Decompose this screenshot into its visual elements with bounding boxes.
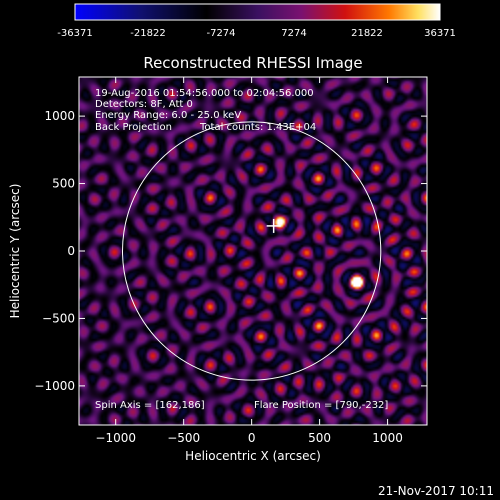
y-tick-label: 0 xyxy=(67,244,75,258)
colorbar-gradient xyxy=(74,3,441,21)
y-axis-label: Heliocentric Y (arcsec) xyxy=(8,184,22,319)
colorbar-tick-label: -21822 xyxy=(130,28,165,39)
detectors-label: Detectors: 8F, Att 0 xyxy=(95,99,193,110)
x-tick-label: 500 xyxy=(308,431,331,445)
chart-title: Reconstructed RHESSI Image xyxy=(143,54,362,72)
heatmap-image xyxy=(79,77,427,425)
footer-date: 21-Nov-2017 10:11 xyxy=(378,484,494,498)
colorbar: -36371 -21822 -7274 7274 21822 36371 xyxy=(57,3,456,39)
colorbar-tick-label: 36371 xyxy=(424,28,456,39)
solar-limb-circle xyxy=(122,121,382,381)
colorbar-tick-label: -36371 xyxy=(57,28,92,39)
plot-area: −1000 −500 0 500 1000 −1000 −500 0 500 1000 xyxy=(34,76,428,445)
x-axis-ticks: −1000 −500 0 500 1000 xyxy=(95,77,403,445)
flare-position-label: Flare Position = [790,-232] xyxy=(254,400,388,411)
colorbar-tick-label: -7274 xyxy=(206,28,235,39)
y-tick-label: 500 xyxy=(52,177,75,191)
y-tick-label: −500 xyxy=(42,311,75,325)
y-tick-label: 1000 xyxy=(44,109,75,123)
x-tick-label: 0 xyxy=(248,431,256,445)
colorbar-tick-label: 21822 xyxy=(351,28,383,39)
y-axis-ticks: −1000 −500 0 500 1000 xyxy=(34,109,427,393)
spin-axis-label: Spin Axis = [162,186] xyxy=(95,400,205,411)
y-tick-label: −1000 xyxy=(34,379,75,393)
total-counts-label: Total counts: 1.43E+04 xyxy=(199,122,316,133)
x-tick-label: 1000 xyxy=(372,431,403,445)
energy-range-label: Energy Range: 6.0 - 25.0 keV xyxy=(95,110,241,121)
x-tick-label: −1000 xyxy=(95,431,136,445)
colorbar-tick-label: 7274 xyxy=(281,28,306,39)
method-label: Back Projection xyxy=(95,122,172,133)
spin-axis-cross-marker xyxy=(266,218,281,233)
x-axis-label: Heliocentric X (arcsec) xyxy=(185,449,321,463)
x-tick-label: −500 xyxy=(167,431,200,445)
time-range-label: 19-Aug-2016 01:54:56.000 to 02:04:56.000 xyxy=(95,88,314,99)
plot-annotations: 19-Aug-2016 01:54:56.000 to 02:04:56.000… xyxy=(95,88,388,411)
colorbar-ticks: -36371 -21822 -7274 7274 21822 36371 xyxy=(57,28,456,39)
